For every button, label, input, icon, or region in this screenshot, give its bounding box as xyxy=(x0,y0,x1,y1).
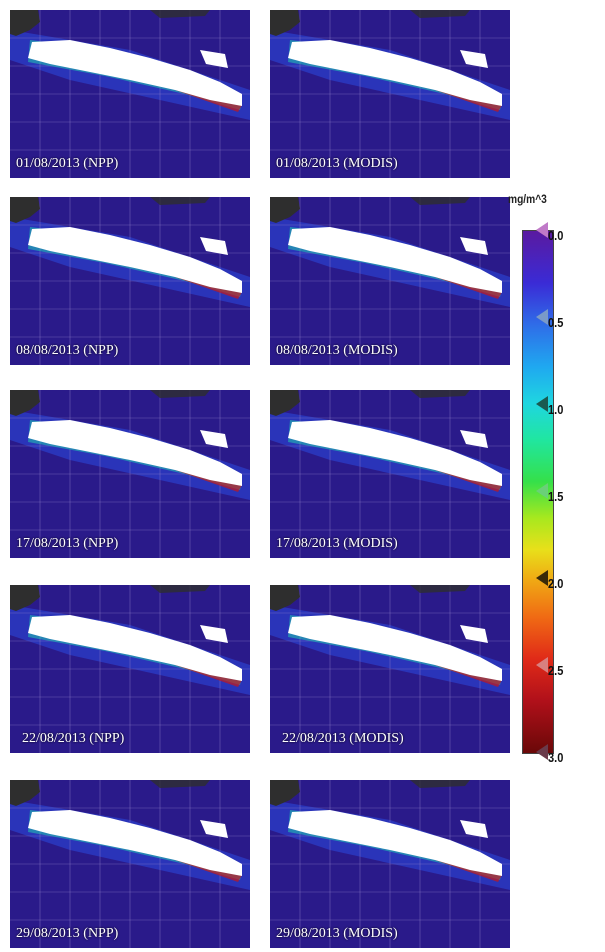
colorbar-marker-icon xyxy=(536,570,548,586)
colorbar-tick-label: 2.5 xyxy=(548,663,564,678)
panel-caption: 08/08/2013 (NPP) xyxy=(16,343,119,358)
colorbar-unit-label: mg/m^3 xyxy=(508,192,547,206)
panel-caption: 29/08/2013 (NPP) xyxy=(16,926,119,941)
colorbar-marker-icon xyxy=(536,222,548,238)
chlorophyll-map-panel: 29/08/2013 (NPP) xyxy=(10,780,250,948)
chlorophyll-map-panel: 29/08/2013 (MODIS) xyxy=(270,780,510,948)
panel-caption: 17/08/2013 (MODIS) xyxy=(276,536,398,551)
panel-caption: 29/08/2013 (MODIS) xyxy=(276,926,398,941)
panel-caption: 01/08/2013 (NPP) xyxy=(16,156,119,171)
panel-caption: 22/08/2013 (MODIS) xyxy=(282,731,404,746)
colorbar-marker-icon xyxy=(536,309,548,325)
colorbar-tick-label: 0.5 xyxy=(548,315,564,330)
chlorophyll-map-image xyxy=(270,585,510,753)
chlorophyll-map-panel: 22/08/2013 (MODIS) xyxy=(270,585,510,753)
chlorophyll-map-panel: 01/08/2013 (NPP) xyxy=(10,10,250,178)
colorbar-marker-icon xyxy=(536,483,548,499)
colorbar-marker-icon xyxy=(536,657,548,673)
colorbar-marker-icon xyxy=(536,396,548,412)
chlorophyll-map-image xyxy=(270,780,510,948)
chlorophyll-map-image xyxy=(10,390,250,558)
chlorophyll-map-panel: 08/08/2013 (NPP) xyxy=(10,197,250,365)
colorbar-tick-label: 1.0 xyxy=(548,402,564,417)
panel-caption: 17/08/2013 (NPP) xyxy=(16,536,119,551)
panel-caption: 08/08/2013 (MODIS) xyxy=(276,343,398,358)
colorbar-tick-label: 1.5 xyxy=(548,489,564,504)
colorbar-legend: mg/m^3 0.0 0.5 1.0 1.5 2.0 2.5 3.0 xyxy=(508,190,603,780)
chlorophyll-map-image xyxy=(10,197,250,365)
chlorophyll-map-image xyxy=(10,10,250,178)
chlorophyll-map-image xyxy=(10,585,250,753)
chlorophyll-map-panel: 17/08/2013 (MODIS) xyxy=(270,390,510,558)
chlorophyll-map-image xyxy=(270,197,510,365)
chlorophyll-map-panel: 01/08/2013 (MODIS) xyxy=(270,10,510,178)
panel-caption: 01/08/2013 (MODIS) xyxy=(276,156,398,171)
panel-caption: 22/08/2013 (NPP) xyxy=(22,731,125,746)
chlorophyll-map-panel: 08/08/2013 (MODIS) xyxy=(270,197,510,365)
chlorophyll-map-panel: 22/08/2013 (NPP) xyxy=(10,585,250,753)
colorbar-tick-label: 2.0 xyxy=(548,576,564,591)
colorbar-tick-label: 3.0 xyxy=(548,750,564,765)
chlorophyll-map-image xyxy=(270,390,510,558)
colorbar-tick-label: 0.0 xyxy=(548,228,564,243)
colorbar-marker-icon xyxy=(536,744,548,760)
chlorophyll-map-image xyxy=(10,780,250,948)
chlorophyll-map-panel: 17/08/2013 (NPP) xyxy=(10,390,250,558)
chlorophyll-map-image xyxy=(270,10,510,178)
